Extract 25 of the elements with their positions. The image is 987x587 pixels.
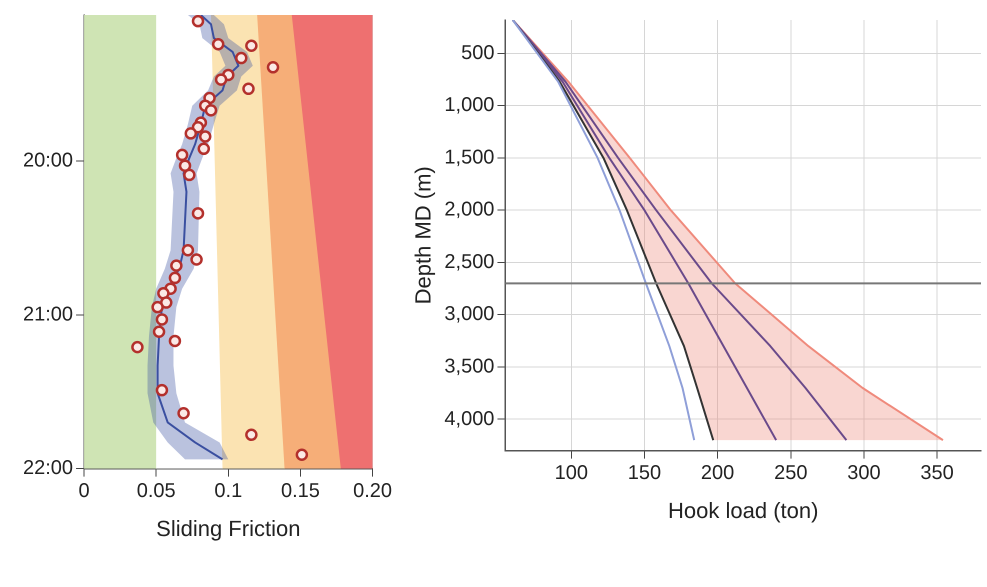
x-tick-label: 150: [628, 462, 662, 484]
x-tick-label: 0: [78, 480, 90, 502]
y-tick-label: 1,000: [444, 94, 494, 116]
y-tick-label: 21:00: [22, 303, 74, 326]
y-tick-label: 3,000: [444, 303, 494, 326]
x-tick-label: 0.1: [214, 480, 242, 502]
x-tick-label: 100: [554, 462, 588, 484]
y-tick-label: 500: [461, 42, 494, 64]
x-tick-label: 200: [700, 462, 734, 484]
y-tick-label: 2,500: [444, 250, 494, 273]
x-tick-label: 350: [920, 462, 954, 484]
x-tick-label: 0.20: [353, 480, 392, 502]
y-axis-title: Depth MD (m): [410, 166, 436, 304]
x-tick-label: 250: [774, 462, 808, 484]
y-tick-label: 20:00: [22, 150, 74, 172]
x-axis-title: Sliding Friction: [156, 516, 300, 541]
y-tick-label: 2,000: [444, 198, 494, 221]
y-tick-label: 4,000: [444, 408, 494, 430]
y-tick-label: 1,500: [444, 146, 494, 168]
x-tick-label: 300: [847, 462, 881, 484]
y-tick-label: 3,500: [444, 356, 494, 378]
x-axis-title: Hook load (ton): [668, 498, 818, 523]
x-tick-label: 0.05: [136, 480, 176, 502]
y-tick-label: 22:00: [22, 457, 74, 480]
x-tick-label: 0.15: [280, 480, 320, 502]
